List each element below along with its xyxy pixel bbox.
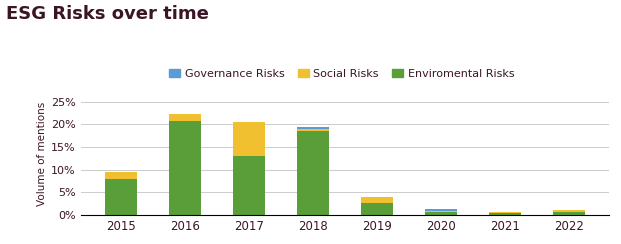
Bar xyxy=(489,212,520,213)
Bar xyxy=(425,212,456,215)
Bar xyxy=(105,172,137,179)
Bar xyxy=(297,129,329,131)
Bar xyxy=(553,210,584,213)
Bar xyxy=(105,179,137,215)
Bar xyxy=(361,203,392,215)
Bar xyxy=(169,121,201,215)
Bar xyxy=(297,127,329,129)
Y-axis label: Volume of mentions: Volume of mentions xyxy=(37,102,47,206)
Bar xyxy=(297,131,329,215)
Bar xyxy=(489,213,520,215)
Bar xyxy=(553,213,584,215)
Text: ESG Risks over time: ESG Risks over time xyxy=(6,5,209,23)
Legend: Governance Risks, Social Risks, Enviromental Risks: Governance Risks, Social Risks, Envirome… xyxy=(165,64,519,83)
Bar xyxy=(169,114,201,121)
Bar xyxy=(233,156,265,215)
Bar xyxy=(425,211,456,212)
Bar xyxy=(361,197,392,203)
Bar xyxy=(425,209,456,211)
Bar xyxy=(233,122,265,156)
